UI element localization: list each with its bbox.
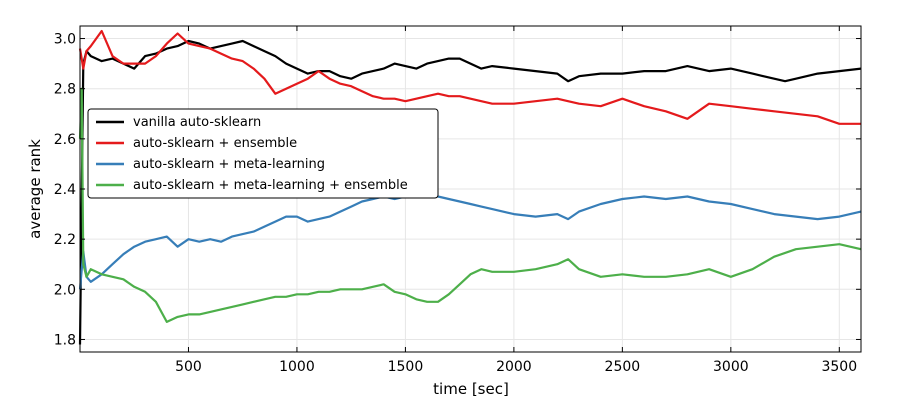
series-lines xyxy=(78,29,862,345)
y-tick-label: 2.8 xyxy=(54,82,76,98)
x-tick-label: 500 xyxy=(175,359,202,375)
x-axis-label: time [sec] xyxy=(433,380,509,398)
x-tick-label: 1500 xyxy=(388,359,424,375)
axis-ticks: 500 1000 1500 2000 2500 3000 3500 1.8 2.0 2.2 2.4 2… xyxy=(54,26,861,375)
series-line-vanilla xyxy=(78,39,862,345)
y-tick-label: 1.8 xyxy=(54,332,76,348)
x-tick-label: 2500 xyxy=(605,359,641,375)
legend-label-meta-learning-ensemble: auto-sklearn + meta-learning + ensemble xyxy=(133,178,408,193)
y-tick-label: 3.0 xyxy=(54,32,76,48)
y-tick-label: 2.2 xyxy=(54,232,76,248)
legend: vanilla auto-sklearn auto-sklearn + ense… xyxy=(87,108,439,199)
legend-box xyxy=(87,108,439,199)
series-line-meta-learning xyxy=(78,190,862,290)
x-tick-label: 2000 xyxy=(496,359,532,375)
series-line-ensemble xyxy=(78,29,861,125)
y-axis-label: average rank xyxy=(26,139,44,239)
legend-label-vanilla: vanilla auto-sklearn xyxy=(133,115,261,130)
y-tick-label: 2.4 xyxy=(54,182,76,198)
x-tick-label: 1000 xyxy=(279,359,315,375)
x-tick-label: 3000 xyxy=(713,359,749,375)
legend-label-ensemble: auto-sklearn + ensemble xyxy=(133,136,297,151)
x-tick-label: 3500 xyxy=(821,359,857,375)
series-line-meta-learning-ensemble xyxy=(78,87,862,323)
y-tick-label: 2.6 xyxy=(54,132,76,148)
legend-label-meta-learning: auto-sklearn + meta-learning xyxy=(133,157,325,172)
y-tick-label: 2.0 xyxy=(54,282,76,298)
